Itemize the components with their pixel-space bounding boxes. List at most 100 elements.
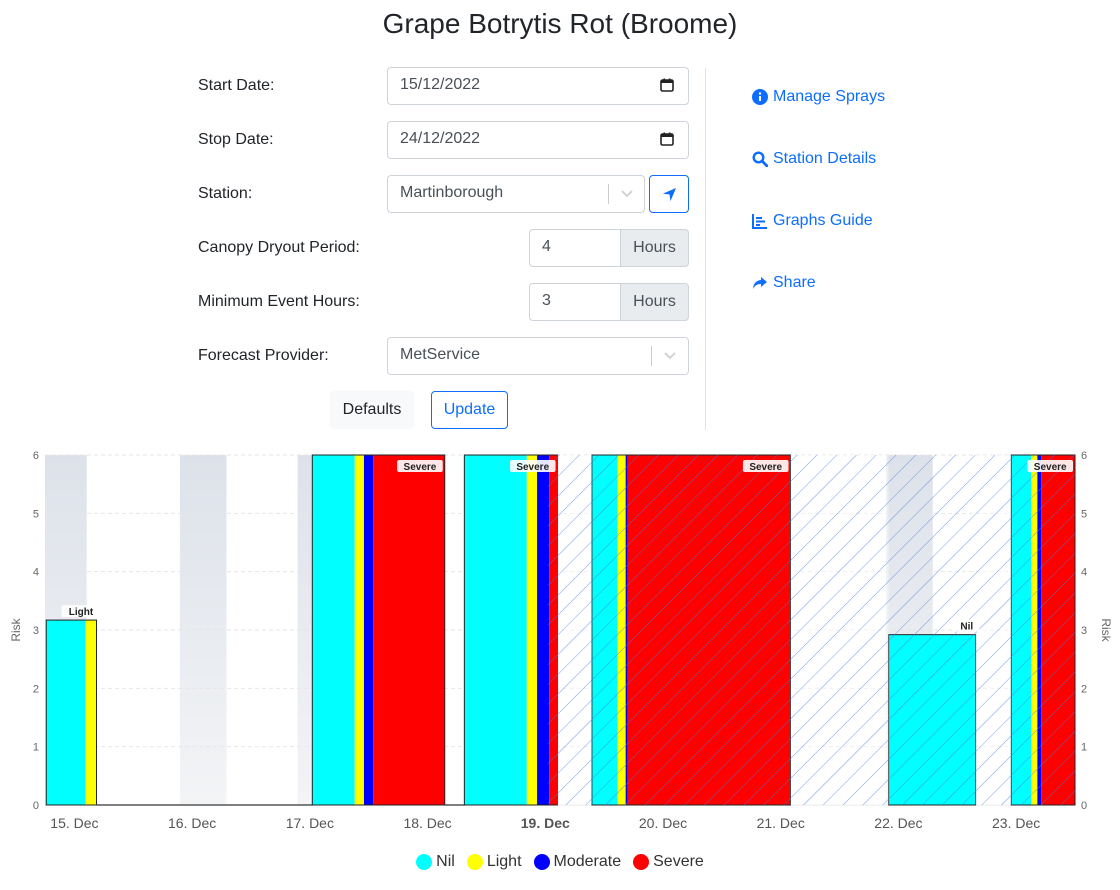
y-tick-label: 2 bbox=[33, 683, 39, 695]
station-select[interactable]: Martinborough bbox=[387, 175, 645, 213]
y-axis-title: Risk bbox=[9, 617, 23, 641]
risk-segment-nil bbox=[312, 455, 355, 805]
page-title: Grape Botrytis Rot (Broome) bbox=[382, 8, 738, 39]
y-tick-label: 6 bbox=[33, 450, 39, 462]
min-event-unit: Hours bbox=[621, 283, 689, 321]
data-label-bg bbox=[61, 605, 101, 618]
y-tick-label-right: 2 bbox=[1081, 683, 1087, 695]
defaults-button[interactable]: Defaults bbox=[330, 391, 414, 429]
data-label-bg bbox=[742, 460, 789, 472]
y-tick-label: 5 bbox=[33, 508, 39, 520]
info-circle-icon bbox=[752, 89, 768, 105]
calendar-icon[interactable] bbox=[660, 132, 674, 146]
risk-segment-nil bbox=[464, 455, 527, 805]
legend-marker bbox=[633, 854, 650, 870]
legend-label: Moderate bbox=[553, 853, 622, 870]
risk-segment-nil bbox=[46, 620, 86, 805]
station-value: Martinborough bbox=[400, 184, 504, 201]
y-tick-label: 1 bbox=[33, 742, 39, 754]
x-tick-label: 17. Dec bbox=[286, 815, 334, 831]
risk-segment-severe bbox=[373, 455, 445, 805]
risk-segment-light bbox=[526, 455, 538, 805]
share-icon bbox=[753, 277, 767, 289]
legend-marker bbox=[466, 854, 483, 870]
bar-chart-icon bbox=[752, 214, 767, 229]
graphs-guide-link[interactable]: Graphs Guide bbox=[752, 212, 873, 230]
data-label: Severe bbox=[404, 462, 437, 473]
legend-item-nil[interactable]: Nil bbox=[416, 853, 455, 871]
share-label: Share bbox=[773, 274, 816, 291]
locate-station-button[interactable] bbox=[649, 175, 689, 213]
manage-sprays-label: Manage Sprays bbox=[773, 88, 886, 105]
forecast-provider-value: MetService bbox=[400, 346, 481, 363]
x-tick-label: 19. Dec bbox=[521, 815, 570, 831]
data-label: Severe bbox=[749, 462, 782, 473]
legend-label: Nil bbox=[436, 853, 455, 870]
select-separator bbox=[608, 184, 609, 204]
start-date-value: 15/12/2022 bbox=[400, 76, 481, 93]
legend-marker bbox=[416, 854, 433, 870]
risk-segment-moderate bbox=[363, 455, 374, 805]
station-label: Station: bbox=[198, 185, 253, 202]
event-bar-outline bbox=[311, 454, 446, 806]
min-event-input[interactable]: 3 bbox=[529, 283, 621, 321]
start-date-label: Start Date: bbox=[198, 77, 275, 94]
y-tick-label-right: 1 bbox=[1081, 742, 1087, 754]
station-details-link[interactable]: Station Details bbox=[752, 150, 876, 168]
search-icon bbox=[752, 151, 768, 167]
legend-item-light[interactable]: Light bbox=[466, 853, 522, 871]
data-label-bg bbox=[509, 460, 556, 472]
legend-item-severe[interactable]: Severe bbox=[633, 853, 704, 871]
y-tick-label: 3 bbox=[33, 625, 39, 637]
x-tick-label: 22. Dec bbox=[874, 815, 922, 831]
canopy-dryout-input[interactable]: 4 bbox=[529, 229, 621, 267]
y-tick-label-right: 0 bbox=[1081, 800, 1087, 812]
stop-date-label: Stop Date: bbox=[198, 131, 274, 148]
select-separator bbox=[651, 346, 652, 366]
chevron-down-icon[interactable] bbox=[663, 348, 677, 362]
data-label-bg bbox=[953, 619, 980, 632]
graphs-guide-label: Graphs Guide bbox=[773, 212, 873, 229]
stop-date-input[interactable]: 24/12/2022 bbox=[387, 121, 689, 159]
calendar-icon[interactable] bbox=[660, 78, 674, 92]
chart-legend: Nil Light Moderate Severe bbox=[0, 853, 1120, 871]
manage-sprays-link[interactable]: Manage Sprays bbox=[752, 88, 885, 106]
update-button[interactable]: Update bbox=[431, 391, 508, 429]
forecast-provider-label: Forecast Provider: bbox=[198, 347, 329, 364]
data-label-bg bbox=[397, 460, 443, 472]
canopy-dryout-unit: Hours bbox=[621, 229, 689, 267]
station-details-label: Station Details bbox=[773, 150, 877, 167]
share-link[interactable]: Share bbox=[752, 274, 816, 292]
legend-marker bbox=[533, 854, 550, 870]
y-tick-label-right: 5 bbox=[1081, 508, 1087, 520]
x-tick-label: 15. Dec bbox=[50, 815, 98, 831]
data-label: Severe bbox=[516, 462, 549, 473]
location-arrow-icon bbox=[662, 187, 677, 202]
canopy-dryout-label: Canopy Dryout Period: bbox=[198, 239, 360, 256]
min-event-label: Minimum Event Hours: bbox=[198, 293, 360, 310]
forecast-provider-select[interactable]: MetService bbox=[387, 337, 689, 375]
x-tick-label: 21. Dec bbox=[757, 815, 805, 831]
legend-label: Severe bbox=[653, 853, 704, 870]
forecast-hatch bbox=[547, 455, 1075, 805]
y-tick-label-right: 6 bbox=[1081, 450, 1087, 462]
x-tick-label: 16. Dec bbox=[168, 815, 216, 831]
start-date-input[interactable]: 15/12/2022 bbox=[387, 67, 689, 105]
stop-date-value: 24/12/2022 bbox=[400, 130, 481, 147]
data-label: Nil bbox=[960, 622, 973, 633]
y-tick-label-right: 3 bbox=[1081, 625, 1087, 637]
canopy-dryout-value: 4 bbox=[542, 238, 551, 255]
legend-item-moderate[interactable]: Moderate bbox=[533, 853, 622, 871]
x-tick-label: 23. Dec bbox=[992, 815, 1040, 831]
chevron-down-icon[interactable] bbox=[620, 186, 634, 200]
y-tick-label: 4 bbox=[33, 567, 39, 579]
y-axis-title-right: Risk bbox=[1099, 618, 1113, 642]
legend-label: Light bbox=[486, 853, 522, 870]
risk-segment-light bbox=[354, 455, 364, 805]
x-tick-label: 18. Dec bbox=[403, 815, 451, 831]
risk-segment-light bbox=[85, 620, 97, 805]
y-tick-label-right: 4 bbox=[1081, 567, 1087, 579]
event-bar-outline bbox=[45, 619, 97, 806]
data-label: Severe bbox=[1034, 462, 1067, 473]
